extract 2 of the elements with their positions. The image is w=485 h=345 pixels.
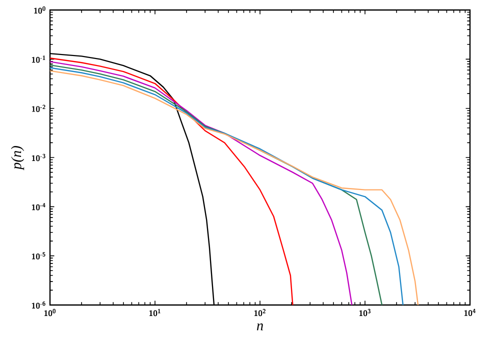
y-axis-title: p(n) [11, 146, 24, 170]
x-axis-title: n [256, 323, 263, 330]
